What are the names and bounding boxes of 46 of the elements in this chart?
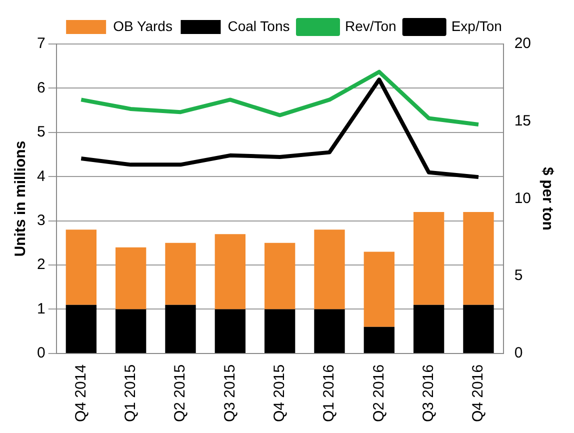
bar (364, 252, 394, 327)
legend-label: Rev/Ton (344, 18, 396, 34)
y-axis-title: Units in millions (12, 140, 30, 257)
y-tick-label: 0 (37, 344, 46, 362)
y2-tick-label: 0 (514, 344, 523, 362)
bar (116, 309, 146, 353)
y-tick-label: 6 (37, 79, 46, 96)
y-tick-label: 5 (37, 124, 46, 141)
bar (66, 304, 97, 353)
bar (364, 326, 394, 353)
y2-tick-label: 10 (514, 190, 532, 207)
y-tick-label: 7 (37, 35, 46, 52)
bar (214, 309, 246, 353)
y-tick-label: 4 (37, 168, 46, 185)
bar (165, 304, 196, 353)
x-tick-label: Q3 2016 (420, 364, 437, 422)
bar (463, 212, 494, 305)
bar (264, 242, 296, 310)
bar (264, 309, 296, 353)
bar (116, 247, 146, 310)
x-tick-label: Q1 2015 (122, 364, 139, 422)
x-tick-label: Q2 2015 (172, 364, 189, 422)
y2-tick-label: 15 (514, 112, 532, 130)
bar (214, 234, 246, 310)
bar (413, 304, 444, 353)
y-tick-label: 2 (37, 256, 46, 274)
x-tick-label: Q4 2016 (470, 364, 487, 422)
x-tick-label: Q4 2015 (270, 364, 288, 422)
legend-label: Coal Tons (228, 18, 290, 34)
x-tick-label: Q2 2016 (370, 364, 388, 422)
bar (314, 309, 345, 353)
bar (66, 230, 97, 305)
x-tick-label: Q4 2014 (72, 364, 90, 422)
bar (165, 242, 196, 305)
legend-label: Exp/Ton (451, 18, 502, 34)
x-tick-label: Q3 2015 (221, 364, 238, 422)
y-tick-label: 1 (37, 300, 46, 318)
y2-axis-title: $ per ton (538, 167, 556, 230)
y2-tick-label: 20 (514, 35, 532, 52)
bar (463, 304, 494, 353)
legend-label: OB Yards (113, 18, 172, 34)
y-tick-label: 3 (37, 212, 46, 229)
x-tick-label: Q1 2016 (320, 364, 338, 422)
bar (413, 212, 444, 305)
bar (314, 230, 345, 310)
y2-tick-label: 5 (514, 267, 523, 284)
